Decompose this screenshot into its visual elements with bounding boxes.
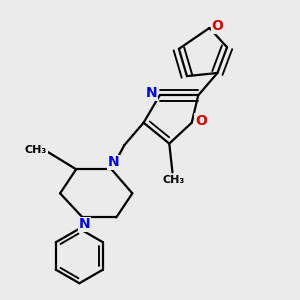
Text: N: N (146, 86, 158, 100)
Text: O: O (212, 20, 224, 33)
Text: CH₃: CH₃ (163, 175, 185, 184)
Text: N: N (78, 218, 90, 232)
Text: CH₃: CH₃ (25, 145, 47, 155)
Text: O: O (195, 114, 207, 128)
Text: N: N (107, 155, 119, 169)
